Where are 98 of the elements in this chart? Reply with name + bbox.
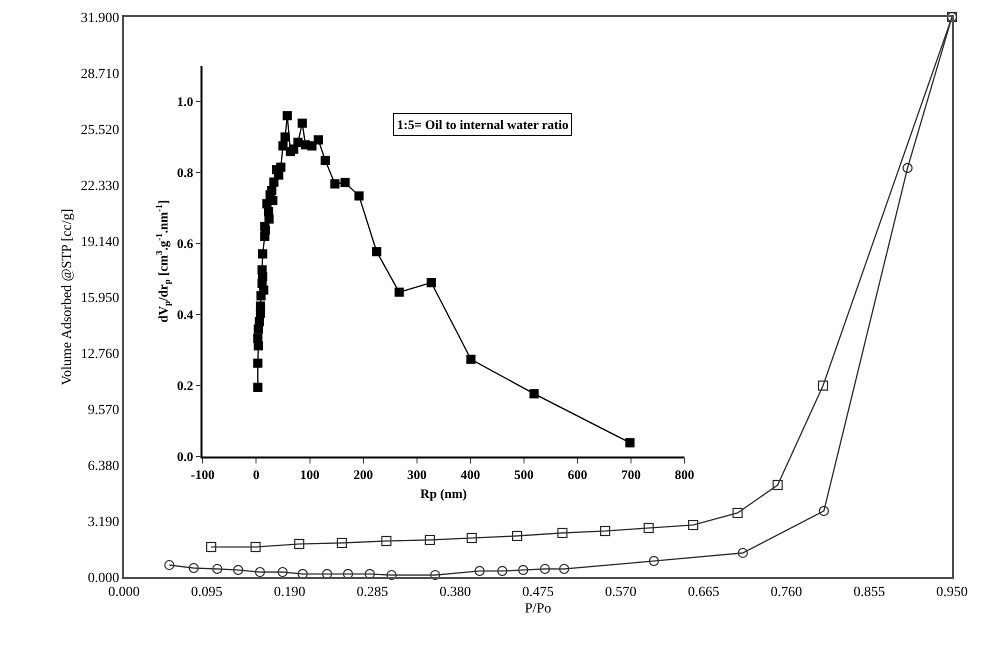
y-tick-label: 19.140 (80, 234, 120, 250)
x-tick-label: 700 (621, 466, 641, 482)
point (497, 566, 508, 576)
point (530, 389, 539, 398)
point (902, 162, 913, 174)
x-tick-label: 0.855 (853, 584, 885, 600)
point (372, 247, 382, 256)
point (340, 178, 350, 188)
point (354, 191, 364, 201)
x-tick-label: 400 (460, 466, 480, 482)
point (772, 480, 783, 490)
y-tick-label: 1.0 (177, 94, 194, 110)
point (254, 566, 266, 578)
point (466, 354, 476, 364)
x-tick-label: 100 (300, 466, 320, 482)
point (293, 138, 303, 147)
y-tick-label: 0.2 (177, 378, 194, 394)
point (466, 532, 477, 544)
point (394, 288, 404, 297)
point (818, 380, 828, 391)
point (282, 111, 292, 120)
point (253, 358, 262, 368)
y-tick-label: 0.4 (177, 307, 194, 322)
y-tick-label: 6.380 (88, 458, 120, 474)
point (258, 249, 268, 258)
x-tick-label: 0.665 (688, 584, 720, 600)
point (164, 560, 174, 570)
point (424, 534, 436, 546)
point (257, 265, 267, 274)
point (738, 548, 748, 558)
y-tick-label: 0.0 (177, 449, 194, 464)
point (818, 506, 829, 516)
x-tick-label: 0.570 (605, 584, 637, 600)
x-tick-label: 0.095 (191, 584, 223, 600)
point (256, 301, 266, 311)
y-tick-label: 12.760 (80, 346, 120, 362)
point (600, 526, 610, 536)
x-axis-title: Rp (nm) (420, 486, 467, 502)
x-tick-label: 0 (252, 466, 260, 482)
x-tick-label: 500 (514, 466, 534, 482)
y-tick-label: 3.190 (88, 514, 120, 530)
y-tick-label: 9.570 (88, 402, 120, 418)
x-tick-label: 300 (407, 466, 427, 482)
x-tick-label: 0.285 (356, 584, 388, 600)
point (253, 334, 262, 343)
x-tick-label: 0.380 (439, 584, 471, 600)
point (278, 566, 288, 578)
x-tick-label: 0.760 (770, 584, 802, 600)
point (330, 179, 340, 188)
point (540, 564, 550, 574)
point (426, 278, 436, 288)
point (320, 156, 330, 166)
point (512, 530, 522, 542)
point (253, 382, 262, 392)
point (474, 566, 485, 576)
annotation: 1:5= Oil to internal water ratio (397, 117, 568, 132)
point (559, 564, 570, 574)
point (298, 118, 307, 128)
point (233, 564, 244, 576)
point (188, 562, 199, 574)
point (314, 135, 323, 144)
point (276, 162, 286, 172)
point (732, 508, 743, 518)
point (267, 186, 276, 196)
x-tick-label: 600 (568, 466, 588, 482)
x-tick-label: 800 (674, 466, 694, 482)
point (688, 520, 698, 530)
point (557, 528, 568, 538)
y-tick-label: 31.900 (80, 10, 120, 26)
point (280, 132, 290, 142)
y-tick-label: 15.950 (80, 290, 120, 306)
y-tick-label: 0.6 (177, 236, 194, 252)
point (336, 538, 347, 548)
x-tick-label: 0.000 (108, 584, 140, 600)
point (648, 556, 660, 566)
x-axis-title: P/Po (524, 602, 552, 617)
point (254, 317, 264, 326)
y-tick-label: 0.8 (177, 165, 194, 180)
y-axis-title: Volume Adsorbed @STP [cc/g] (60, 208, 75, 386)
y-tick-label: 28.710 (80, 66, 120, 82)
y-tick-label: 22.330 (80, 178, 120, 194)
point (206, 542, 216, 552)
point (260, 222, 270, 232)
y-tick-label: 25.520 (80, 122, 120, 138)
point (294, 538, 304, 550)
point (644, 522, 654, 534)
x-tick-label: 0.950 (936, 584, 968, 600)
point (518, 564, 528, 576)
point (278, 141, 288, 150)
y-tick-label: 0.000 (88, 570, 120, 586)
point (625, 438, 635, 448)
x-tick-label: 0.190 (274, 584, 306, 600)
x-tick-label: -100 (190, 466, 215, 482)
point (381, 536, 392, 546)
x-tick-label: 0.475 (522, 584, 554, 600)
x-tick-label: 200 (354, 466, 374, 482)
point (212, 564, 222, 574)
point (250, 542, 261, 552)
